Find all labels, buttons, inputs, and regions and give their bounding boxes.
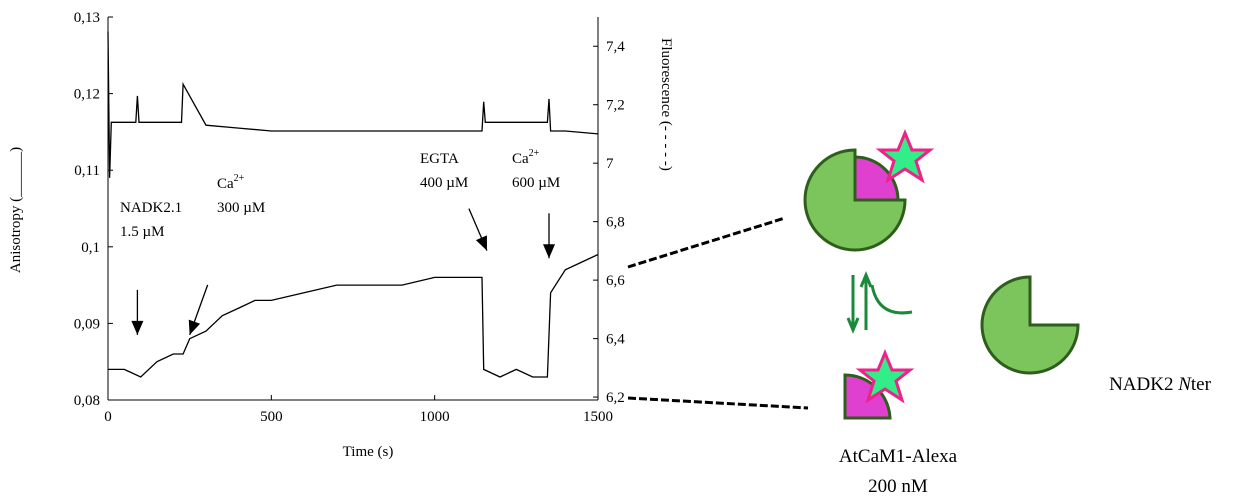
annotation-text: EGTA [420,151,459,167]
connector [627,396,809,410]
complex-label: AtCaM1-Alexa [839,446,958,467]
annotation-sup: 2+ [529,148,540,159]
annotation-part: EGTA [420,151,459,167]
fluorophore-star [875,129,935,184]
x-tick-label: 1500 [583,409,613,425]
y-tick-label: 0,13 [74,10,100,26]
arrow-head [188,319,201,335]
y2-tick-label: 7 [606,156,614,172]
nadk-peptide-shape [853,155,900,202]
arrow-head [475,235,487,251]
y2-axis-label: Fluorescence (- - - - -) [658,38,674,171]
annotation-text: 400 µM [420,175,468,191]
annotation-part: 300 µM [217,200,265,216]
annotation-part: 1.5 µM [120,224,164,240]
arrow-head [543,244,555,259]
x-tick-label: 0 [104,409,112,425]
y2-tick-label: 7,4 [606,39,625,55]
data-line [108,253,599,378]
partner-label-part: ter [1191,374,1212,395]
data-line [107,31,599,178]
arrow-head [131,320,144,335]
x-tick-label: 1000 [420,409,450,425]
partner-label-part: N [1177,374,1192,395]
y-axis-label: Anisotropy (______) [8,147,24,273]
y-tick-label: 0,09 [74,316,100,332]
y2-tick-label: 6,8 [606,215,625,231]
annotation-part: 600 µM [512,175,560,191]
partner-label: NADK2 Nter [1109,374,1212,395]
annotation-text: NADK2.1 [120,200,182,216]
calmodulin-shape [803,148,907,252]
y-tick-label: 0,12 [74,87,100,103]
y2-tick-label: 6,2 [606,390,625,406]
annotation-part: 400 µM [420,175,468,191]
annotation-part: Ca [512,151,529,167]
complex-concentration: 200 nM [868,476,928,497]
fluorophore-star [855,349,915,404]
equilibrium-arrows [846,271,913,334]
y2-tick-label: 7,2 [606,98,625,114]
x-axis-label: Time (s) [343,444,394,460]
y-tick-label: 0,08 [74,393,100,409]
annotation-text: 600 µM [512,175,560,191]
annotation-text: 1.5 µM [120,224,164,240]
y2-tick-label: 6,4 [606,332,625,348]
y-tick-label: 0,11 [74,163,100,179]
partner-label-part: NADK2 [1109,374,1178,395]
annotation-text: 300 µM [217,200,265,216]
annotation-sup: 2+ [234,173,245,184]
annotation-part: NADK2.1 [120,200,182,216]
y2-tick-label: 6,6 [606,273,625,289]
x-tick-label: 500 [260,409,283,425]
annotation-text: Ca2+ [217,173,245,192]
y-tick-label: 0,1 [81,240,100,256]
annotation-part: Ca [217,176,234,192]
connector [627,216,786,269]
nadk2-shape [980,275,1080,375]
annotation-text: Ca2+ [512,148,540,167]
